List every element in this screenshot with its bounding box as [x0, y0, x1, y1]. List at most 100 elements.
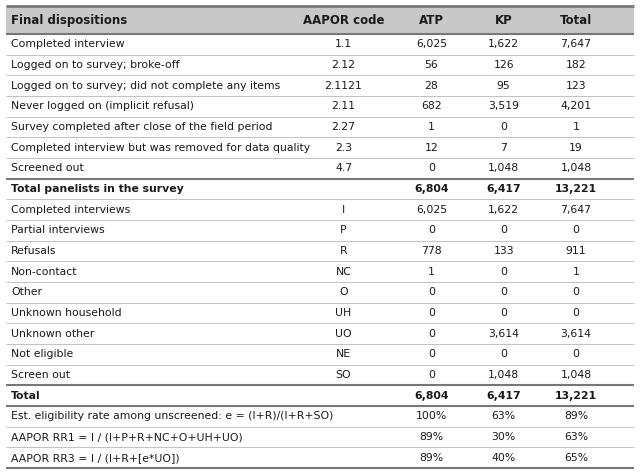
Text: 1,622: 1,622	[488, 39, 519, 49]
Text: 3,614: 3,614	[488, 328, 519, 338]
Text: 89%: 89%	[419, 432, 444, 442]
Text: 13,221: 13,221	[555, 184, 597, 194]
Text: 6,417: 6,417	[486, 391, 521, 401]
Text: 0: 0	[572, 349, 579, 359]
Text: 0: 0	[428, 308, 435, 318]
Text: 123: 123	[566, 81, 586, 91]
Text: 0: 0	[500, 349, 507, 359]
Text: 1,622: 1,622	[488, 205, 519, 215]
Text: 1: 1	[428, 122, 435, 132]
Text: Screened out: Screened out	[11, 164, 84, 173]
Text: NE: NE	[336, 349, 351, 359]
Text: 40%: 40%	[492, 453, 516, 463]
Bar	[6, 303, 634, 323]
Text: O: O	[339, 287, 348, 297]
Text: 2.27: 2.27	[332, 122, 356, 132]
Text: 7: 7	[500, 143, 507, 153]
Text: 1: 1	[428, 267, 435, 277]
Text: AAPOR RR1 = I / (I+P+R+NC+O+UH+UO): AAPOR RR1 = I / (I+P+R+NC+O+UH+UO)	[11, 432, 243, 442]
Bar	[6, 282, 634, 303]
Text: Completed interview: Completed interview	[11, 39, 125, 49]
Text: 0: 0	[428, 225, 435, 235]
Bar	[6, 447, 634, 468]
Text: AAPOR code: AAPOR code	[303, 13, 384, 27]
Bar	[6, 158, 634, 179]
Text: 682: 682	[421, 101, 442, 111]
Text: Screen out: Screen out	[11, 370, 70, 380]
Text: 2.1121: 2.1121	[324, 81, 362, 91]
Text: 6,804: 6,804	[414, 184, 449, 194]
Text: 0: 0	[428, 370, 435, 380]
Text: ATP: ATP	[419, 13, 444, 27]
Text: Logged on to survey; did not complete any items: Logged on to survey; did not complete an…	[11, 81, 280, 91]
Text: Survey completed after close of the field period: Survey completed after close of the fiel…	[11, 122, 273, 132]
Bar	[6, 365, 634, 385]
Text: 4,201: 4,201	[561, 101, 591, 111]
Bar	[6, 323, 634, 344]
Text: 7,647: 7,647	[561, 39, 591, 49]
Text: Total: Total	[11, 391, 40, 401]
Text: Est. eligibility rate among unscreened: e = (I+R)/(I+R+SO): Est. eligibility rate among unscreened: …	[11, 411, 333, 421]
Text: 0: 0	[500, 308, 507, 318]
Text: Total: Total	[560, 13, 592, 27]
Text: I: I	[342, 205, 345, 215]
Text: 1,048: 1,048	[561, 370, 591, 380]
Text: Completed interview but was removed for data quality: Completed interview but was removed for …	[11, 143, 310, 153]
Text: 911: 911	[566, 246, 586, 256]
Text: 1: 1	[572, 267, 579, 277]
Text: 0: 0	[428, 349, 435, 359]
Text: R: R	[340, 246, 348, 256]
Text: 3,519: 3,519	[488, 101, 519, 111]
Text: 0: 0	[428, 287, 435, 297]
Text: 1,048: 1,048	[561, 164, 591, 173]
Text: AAPOR RR3 = I / (I+R+[e*UO]): AAPOR RR3 = I / (I+R+[e*UO])	[11, 453, 180, 463]
Text: 2.3: 2.3	[335, 143, 352, 153]
Bar	[6, 117, 634, 137]
Text: 95: 95	[497, 81, 511, 91]
Bar	[6, 75, 634, 96]
Bar	[6, 200, 634, 220]
Text: 0: 0	[572, 287, 579, 297]
Text: 89%: 89%	[564, 411, 588, 421]
Text: NC: NC	[335, 267, 351, 277]
Text: Other: Other	[11, 287, 42, 297]
Text: 0: 0	[500, 287, 507, 297]
Bar	[6, 220, 634, 241]
Text: 778: 778	[421, 246, 442, 256]
Text: 6,804: 6,804	[414, 391, 449, 401]
Text: 133: 133	[493, 246, 514, 256]
Text: 0: 0	[428, 328, 435, 338]
Text: Logged on to survey; broke-off: Logged on to survey; broke-off	[11, 60, 179, 70]
Bar	[6, 179, 634, 200]
Text: 1: 1	[572, 122, 579, 132]
Text: 4.7: 4.7	[335, 164, 352, 173]
Text: Never logged on (implicit refusal): Never logged on (implicit refusal)	[11, 101, 194, 111]
Text: Non-contact: Non-contact	[11, 267, 77, 277]
Text: Final dispositions: Final dispositions	[11, 13, 127, 27]
Text: 2.12: 2.12	[332, 60, 356, 70]
Bar	[6, 344, 634, 365]
Text: 89%: 89%	[419, 453, 444, 463]
Text: 1.1: 1.1	[335, 39, 352, 49]
Text: KP: KP	[495, 13, 513, 27]
Text: SO: SO	[336, 370, 351, 380]
Text: Partial interviews: Partial interviews	[11, 225, 104, 235]
Text: 30%: 30%	[492, 432, 516, 442]
Text: Total panelists in the survey: Total panelists in the survey	[11, 184, 184, 194]
Text: 0: 0	[428, 164, 435, 173]
Bar	[6, 6, 634, 34]
Text: 63%: 63%	[492, 411, 516, 421]
Text: 56: 56	[424, 60, 438, 70]
Text: 65%: 65%	[564, 453, 588, 463]
Text: 182: 182	[566, 60, 586, 70]
Text: P: P	[340, 225, 347, 235]
Text: 28: 28	[424, 81, 438, 91]
Bar	[6, 96, 634, 117]
Text: 13,221: 13,221	[555, 391, 597, 401]
Text: 12: 12	[424, 143, 438, 153]
Text: Refusals: Refusals	[11, 246, 56, 256]
Text: 6,025: 6,025	[416, 205, 447, 215]
Text: Unknown household: Unknown household	[11, 308, 122, 318]
Text: UO: UO	[335, 328, 352, 338]
Text: Completed interviews: Completed interviews	[11, 205, 131, 215]
